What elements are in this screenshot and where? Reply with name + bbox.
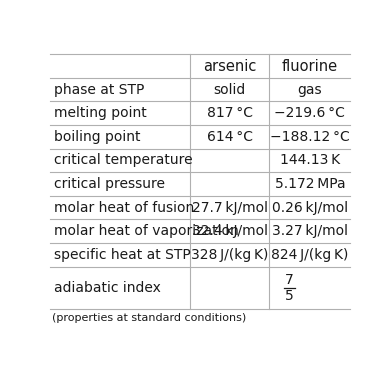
Text: adiabatic index: adiabatic index xyxy=(54,281,161,295)
Text: 328 J/(kg K): 328 J/(kg K) xyxy=(191,248,268,262)
Text: (properties at standard conditions): (properties at standard conditions) xyxy=(52,313,246,323)
Text: arsenic: arsenic xyxy=(203,58,256,74)
Text: fluorine: fluorine xyxy=(282,58,338,74)
Text: critical temperature: critical temperature xyxy=(54,153,193,168)
Text: 824 J/(kg K): 824 J/(kg K) xyxy=(271,248,349,262)
Text: −219.6 °C: −219.6 °C xyxy=(275,106,345,120)
Text: 0.26 kJ/mol: 0.26 kJ/mol xyxy=(272,201,348,215)
Text: molar heat of fusion: molar heat of fusion xyxy=(54,201,194,215)
Text: specific heat at STP: specific heat at STP xyxy=(54,248,191,262)
Text: boiling point: boiling point xyxy=(54,130,140,144)
Text: gas: gas xyxy=(298,82,322,97)
Text: critical pressure: critical pressure xyxy=(54,177,165,191)
Text: phase at STP: phase at STP xyxy=(54,82,144,97)
Text: 7: 7 xyxy=(285,273,294,287)
Text: 614 °C: 614 °C xyxy=(207,130,253,144)
Text: 3.27 kJ/mol: 3.27 kJ/mol xyxy=(272,224,348,238)
Text: solid: solid xyxy=(213,82,246,97)
Text: 32.4 kJ/mol: 32.4 kJ/mol xyxy=(191,224,268,238)
Text: molar heat of vaporization: molar heat of vaporization xyxy=(54,224,239,238)
Text: 144.13 K: 144.13 K xyxy=(280,153,340,168)
Text: 5.172 MPa: 5.172 MPa xyxy=(275,177,345,191)
Text: −188.12 °C: −188.12 °C xyxy=(270,130,350,144)
Text: 817 °C: 817 °C xyxy=(207,106,253,120)
Text: melting point: melting point xyxy=(54,106,147,120)
Text: 5: 5 xyxy=(285,289,294,303)
Text: 27.7 kJ/mol: 27.7 kJ/mol xyxy=(191,201,268,215)
